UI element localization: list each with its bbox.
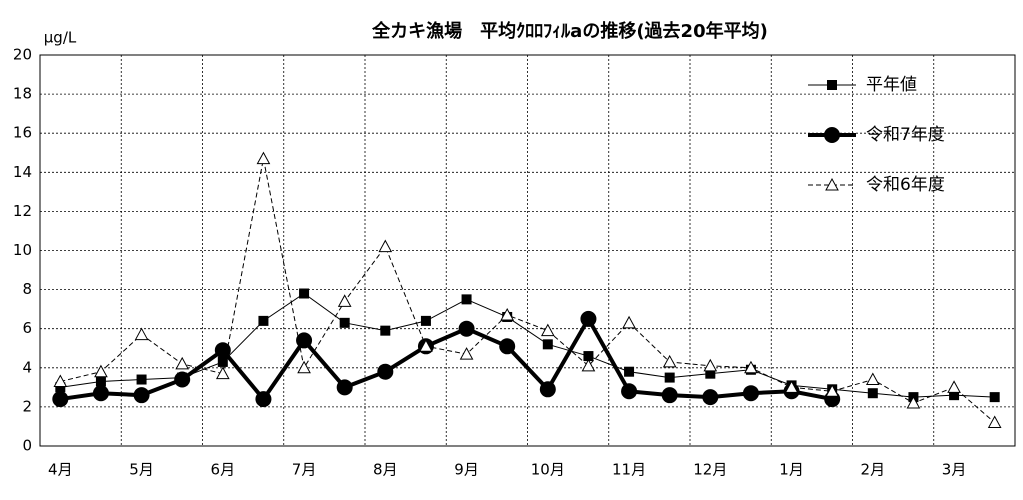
legend-marker: [824, 127, 840, 143]
data-point: [906, 395, 921, 409]
data-point: [622, 315, 636, 329]
data-point: [825, 384, 840, 397]
y-tick-label: 10: [13, 241, 32, 259]
data-point: [744, 360, 758, 374]
x-tick-label: 10月: [531, 461, 565, 479]
data-point: [217, 356, 228, 367]
data-point: [52, 391, 69, 408]
x-tick-label: 12月: [693, 461, 727, 479]
data-point: [458, 320, 475, 337]
y-tick-label: 8: [22, 280, 32, 298]
data-point: [581, 358, 596, 372]
data-point: [174, 371, 191, 388]
legend-marker: [825, 177, 839, 191]
y-axis-label: μg/L: [44, 29, 77, 47]
data-point: [133, 387, 150, 404]
x-tick-label: 6月: [211, 461, 236, 479]
legend-marker: [827, 80, 837, 90]
data-point: [742, 385, 759, 402]
data-point: [580, 310, 597, 327]
data-point: [987, 415, 1002, 429]
x-tick-label: 9月: [454, 461, 479, 479]
data-point: [583, 351, 594, 362]
y-tick-label: 2: [22, 397, 32, 415]
y-tick-label: 16: [13, 124, 32, 142]
data-point: [337, 294, 352, 307]
data-point: [377, 363, 394, 380]
data-point: [461, 294, 472, 305]
data-point: [624, 366, 635, 377]
data-point: [215, 366, 230, 380]
data-point: [255, 391, 272, 408]
x-tick-label: 1月: [779, 461, 804, 479]
data-point: [664, 372, 675, 383]
data-point: [542, 339, 553, 350]
x-tick-label: 4月: [48, 461, 73, 479]
legend-label: 令和7年度: [866, 125, 945, 145]
data-point: [339, 317, 350, 328]
data-point: [621, 383, 638, 400]
y-tick-label: 0: [22, 437, 32, 455]
data-point: [378, 239, 393, 253]
data-point: [949, 390, 960, 401]
data-point: [296, 332, 313, 349]
data-point: [539, 381, 556, 398]
data-point: [297, 360, 311, 374]
data-point: [336, 379, 353, 396]
x-tick-label: 5月: [129, 461, 154, 479]
y-tick-label: 4: [22, 358, 32, 376]
data-point: [705, 368, 716, 379]
data-point: [499, 338, 516, 355]
data-point: [256, 151, 271, 165]
data-point: [662, 354, 677, 368]
data-point: [661, 387, 678, 404]
data-point: [947, 380, 961, 393]
data-point: [55, 382, 66, 393]
data-point: [500, 307, 515, 321]
series-line: [60, 292, 995, 398]
data-point: [459, 347, 474, 360]
plot-frame: [39, 54, 1016, 447]
data-point: [419, 339, 433, 352]
data-point: [92, 385, 109, 402]
y-tick-label: 12: [13, 202, 32, 220]
data-point: [703, 358, 718, 372]
y-tick-label: 6: [22, 319, 32, 337]
data-point: [299, 288, 310, 299]
x-tick-label: 8月: [373, 461, 398, 479]
data-point: [784, 380, 799, 393]
data-point: [95, 376, 106, 387]
data-point: [989, 392, 1000, 403]
data-point: [702, 389, 719, 406]
data-point: [420, 315, 431, 326]
chart-title: 全カキ漁場 平均ｸﾛﾛﾌｨﾙaの推移(過去20年平均): [371, 20, 768, 42]
data-point: [867, 388, 878, 399]
series-line: [60, 158, 996, 423]
x-tick-label: 11月: [612, 461, 646, 479]
legend-label: 平年値: [866, 75, 917, 95]
data-point: [258, 315, 269, 326]
legend-label: 令和6年度: [866, 175, 945, 195]
x-tick-label: 3月: [942, 461, 967, 479]
data-point: [540, 323, 555, 337]
data-point: [94, 364, 108, 378]
x-tick-label: 2月: [861, 461, 886, 479]
data-point: [134, 327, 149, 341]
y-tick-label: 18: [13, 85, 32, 103]
x-tick-label: 7月: [292, 461, 317, 479]
y-tick-label: 14: [13, 163, 32, 181]
y-tick-label: 20: [13, 46, 32, 64]
data-point: [53, 374, 68, 387]
data-point: [865, 372, 880, 386]
data-point: [380, 325, 391, 336]
data-point: [175, 356, 190, 370]
data-point: [136, 374, 147, 385]
